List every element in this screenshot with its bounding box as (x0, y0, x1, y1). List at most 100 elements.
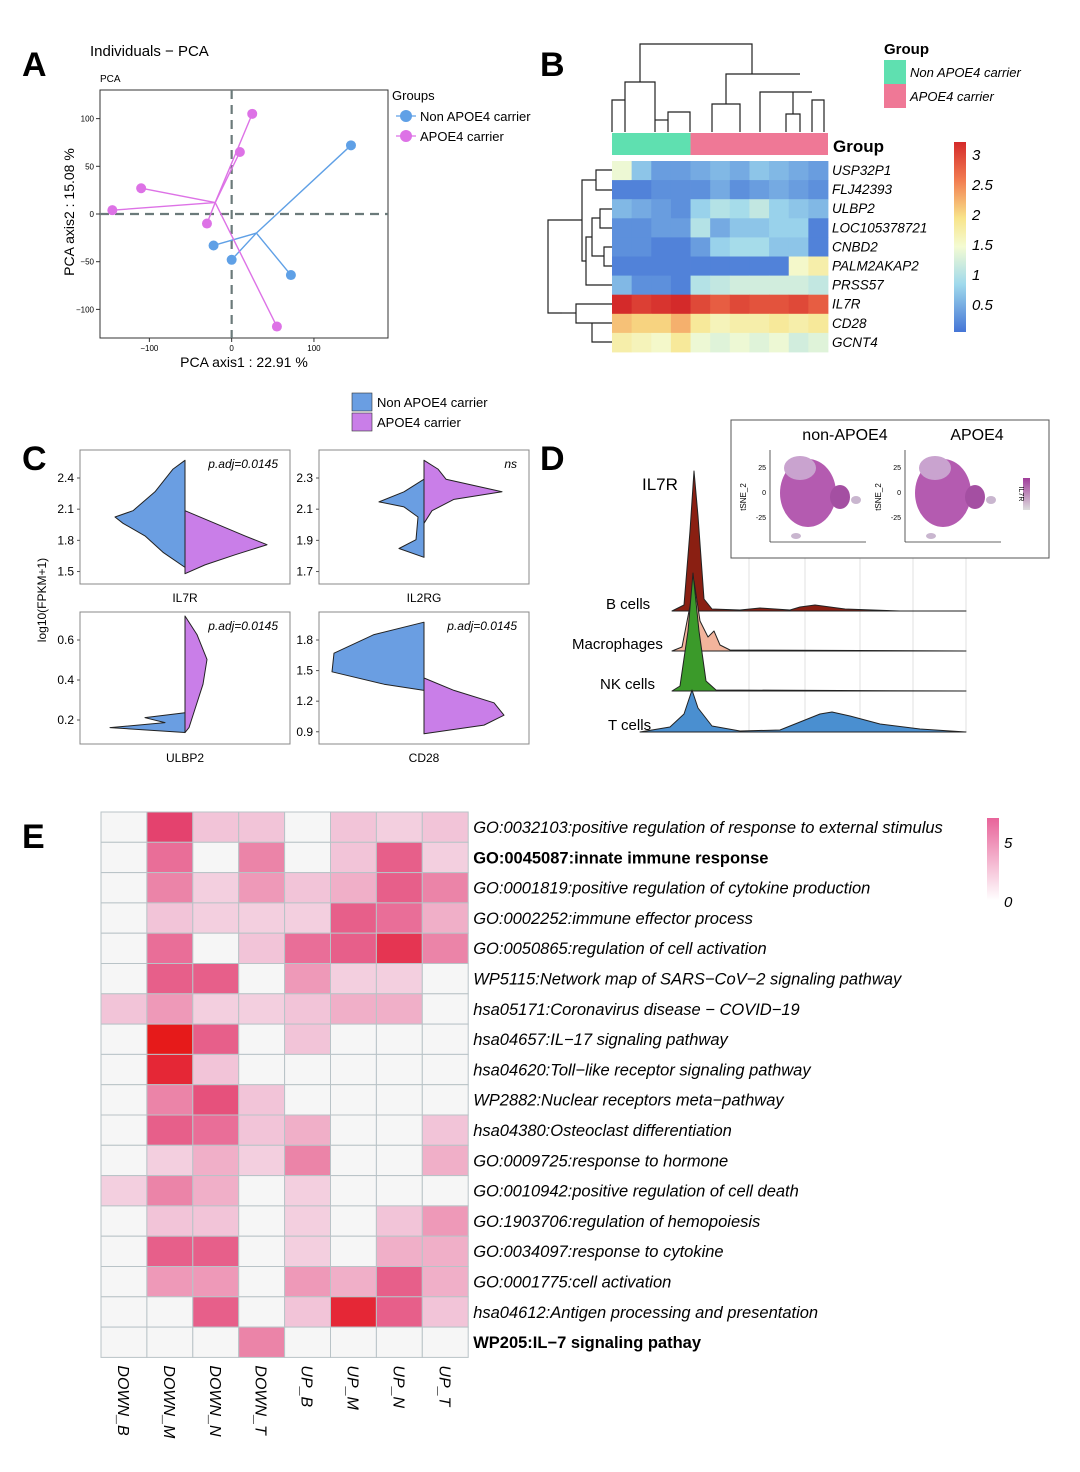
heatmap-cell (808, 218, 829, 238)
enrichment-cell (146, 1114, 194, 1146)
enrichment-row-label: hsa04380:Osteoclast differentiation (473, 1122, 732, 1140)
pca-panel: Individuals − PCA PCA −100 0 100 −100 −50 0 50… (61, 43, 531, 370)
heatmap-cell (749, 313, 770, 334)
enrichment-col-label: UP_B (298, 1365, 315, 1407)
enrichment-row-label: hsa05171:Coronavirus disease − COVID−19 (473, 1001, 800, 1019)
enrichment-cell (238, 1205, 286, 1237)
violin-half-non (109, 712, 186, 734)
heatmap-cell (769, 237, 790, 257)
group-bar-apoe4 (690, 133, 828, 155)
enrichment-cell (192, 1053, 240, 1086)
enrichment-cell (375, 1326, 423, 1358)
ridge-label: NK cells (600, 676, 655, 693)
enrichment-cell (146, 1175, 194, 1207)
enrichment-cell (100, 993, 148, 1025)
enrichment-cell (375, 932, 423, 965)
enrichment-col-label: DOWN_T (252, 1365, 269, 1436)
heatmap-cell (788, 275, 809, 296)
panel-letter-d: D (540, 440, 565, 478)
heatmap-cell (729, 294, 750, 315)
colorbar-tick: 2.5 (971, 177, 994, 194)
heatmap-cell (670, 161, 691, 181)
heatmap-row-label: PRSS57 (832, 278, 884, 293)
tsne-colorbar (1023, 478, 1030, 510)
ridge-density (671, 470, 967, 612)
violin-frame (318, 449, 530, 585)
enrichment-cell (284, 902, 332, 934)
enrichment-cell (284, 1266, 332, 1298)
enrichment-cell (100, 1175, 148, 1207)
heatmap-row-label: CD28 (832, 316, 867, 331)
heatmap-cell (808, 199, 829, 219)
violin-ytick-label: 1.2 (296, 694, 313, 708)
tsne-ytick: -25 (756, 515, 766, 522)
ridge-density (639, 689, 967, 733)
heatmap-cell (808, 275, 829, 296)
enrichment-cell (330, 1114, 377, 1146)
enrichment-row-label: GO:0034097:response to cytokine (473, 1243, 723, 1261)
panel-letter-e: E (22, 818, 45, 856)
violin-half-non (114, 459, 186, 568)
enrichment-cell (238, 1023, 286, 1055)
heatmap-cell (769, 199, 790, 219)
pca-point (208, 240, 219, 251)
enrichment-cell (284, 932, 332, 965)
enrichment-row-label: GO:0050865:regulation of cell activation (473, 940, 767, 958)
enrichment-cell (421, 1023, 469, 1055)
heatmap-cell (710, 313, 731, 334)
pca-ytick-label: 50 (85, 162, 94, 171)
heatmap-cell (749, 294, 770, 315)
heatmap-cell (631, 332, 652, 353)
enrichment-cell (146, 963, 194, 995)
pca-point (226, 254, 237, 265)
group-bar-non (612, 133, 691, 155)
enrichment-cell (330, 1084, 377, 1116)
enrichment-cell (421, 872, 469, 904)
enrichment-cell (284, 1144, 332, 1177)
enrichment-cell (238, 1296, 286, 1328)
enrichment-cell (192, 1205, 240, 1237)
heatmap-cell (631, 218, 652, 238)
enrichment-cell (192, 993, 240, 1025)
enrichment-cell (146, 1144, 194, 1177)
tsne-cluster (851, 496, 861, 504)
enrichment-cell (284, 1114, 332, 1146)
enrichment-cell (192, 1023, 240, 1055)
group-legend-apoe4: APOE4 carrier (909, 89, 994, 104)
enrichment-cell (238, 1266, 286, 1298)
enrichment-cell (192, 1296, 240, 1328)
tsne-ytick: 25 (893, 465, 901, 472)
violin-gene-label: IL2RG (407, 591, 442, 605)
ridge-gene-label: IL7R (642, 475, 678, 494)
violin-ytick-label: 1.5 (296, 664, 313, 678)
enrichment-col-label: DOWN_N (206, 1365, 223, 1437)
enrichment-cell (330, 1326, 377, 1358)
group-legend-swatch-apoe4 (884, 84, 906, 108)
heatmap-row-label: IL7R (832, 297, 861, 312)
enrichment-cell (330, 932, 377, 965)
heatmap-cell (729, 199, 750, 219)
pca-title: Individuals − PCA (90, 43, 209, 60)
enrichment-cell (100, 1023, 148, 1055)
heatmap-cell (729, 180, 750, 200)
violin-half-apoe4 (184, 615, 208, 734)
enrichment-cell (192, 1144, 240, 1177)
enrichment-cell (238, 1144, 286, 1177)
heatmap-cell (788, 199, 809, 219)
heatmap-cell (690, 199, 711, 219)
violin-ytick-label: 2.4 (57, 471, 74, 485)
enrichment-cell (330, 872, 377, 904)
enrichment-cell (192, 1114, 240, 1146)
pca-star-line (112, 201, 216, 211)
enrichment-cell (146, 1296, 194, 1328)
heatmap-cell (631, 180, 652, 200)
tsne-legend-label: IL7R (1017, 487, 1024, 502)
enrichment-cell (192, 1235, 240, 1267)
pca-star-line (141, 187, 216, 204)
heatmap-group-label: Group (833, 137, 884, 156)
heatmap-cell (631, 199, 652, 219)
heatmap-cell (710, 237, 731, 257)
enrichment-cell (421, 1175, 469, 1207)
violin-frame (79, 611, 291, 745)
